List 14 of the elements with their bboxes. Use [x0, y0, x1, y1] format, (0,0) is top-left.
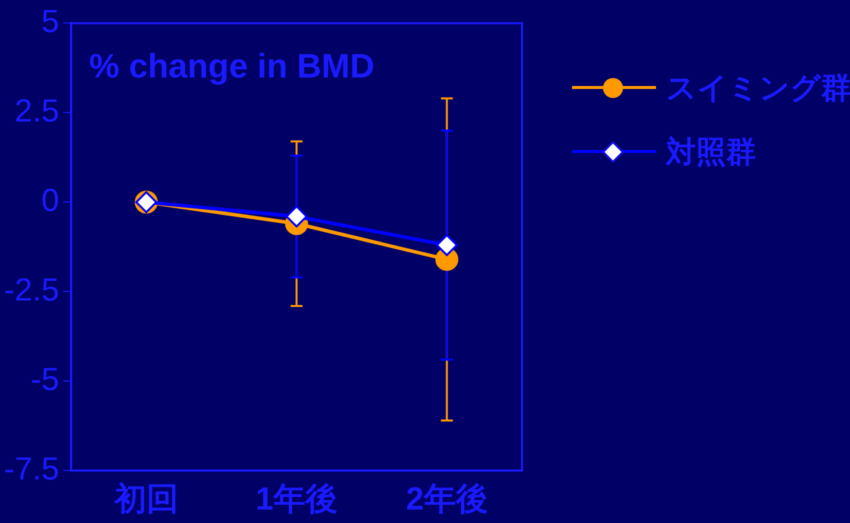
x-tick-label: 初回 [113, 480, 178, 517]
point [436, 234, 458, 256]
text: % change in BMD [89, 48, 374, 86]
legend-label: スイミング群 [666, 70, 850, 106]
x-tick-label: 1年後 [256, 480, 338, 517]
point [286, 205, 308, 228]
x-tick-label: 2年後 [406, 480, 488, 517]
y-tick-label: -2.5 [4, 271, 60, 308]
y-tick-label: 0 [41, 182, 60, 218]
y-tick-label: -7.5 [4, 450, 60, 486]
legend-label: 対照群 [666, 134, 756, 170]
y-tick-label: 5 [41, 3, 60, 40]
y-tick-label: -5 [30, 360, 60, 397]
y-tick-label: 2.5 [14, 92, 60, 129]
